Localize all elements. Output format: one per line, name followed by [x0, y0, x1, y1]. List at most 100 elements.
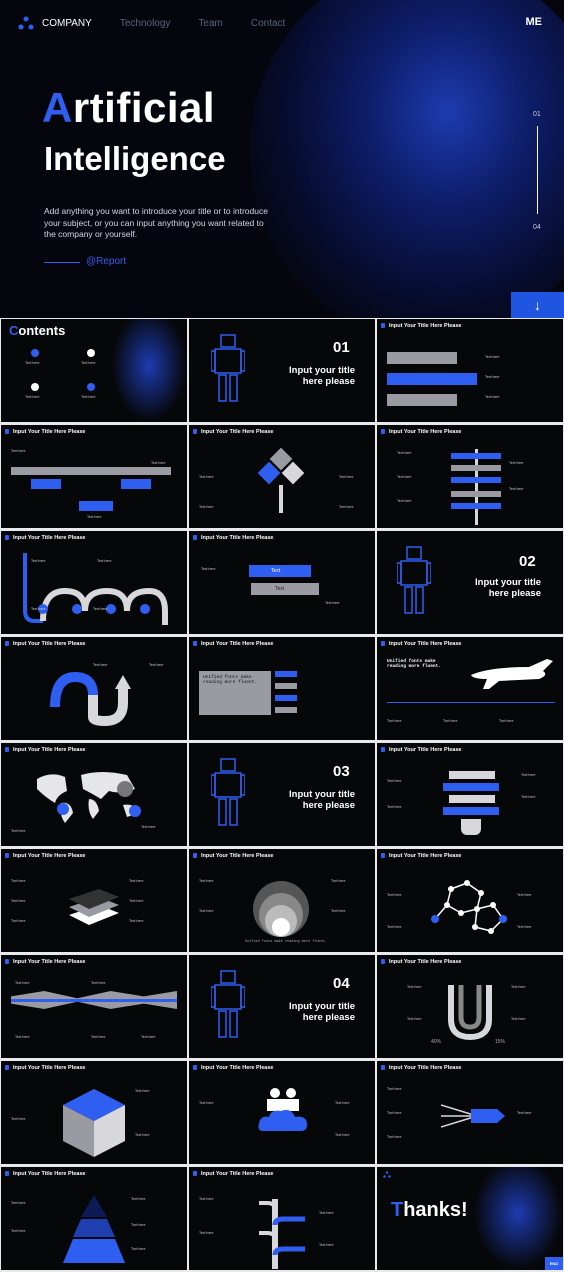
slide-section-01[interactable]: 01 Input your title here please [189, 319, 375, 422]
tab-4 [275, 707, 297, 713]
slide-u-shape[interactable]: Input Your Title Here Please 40% 15% Tex… [377, 955, 563, 1058]
slide-bulb-arrows[interactable]: Input Your Title Here Please Text here T… [377, 743, 563, 846]
contents-title: Contents [9, 323, 66, 338]
title-icon [381, 747, 385, 752]
sign-text-1: Text here [397, 451, 412, 455]
concentric-text-1: Text here [199, 879, 214, 883]
percent-left: 40% [431, 1039, 442, 1045]
u-text-3: Text here [511, 985, 526, 989]
nav-me[interactable]: ME [525, 16, 543, 28]
title-icon [193, 641, 197, 646]
slide-wave-path[interactable]: Input Your Title Here Please Text here T… [1, 531, 187, 634]
step-bar-2 [387, 373, 477, 385]
contents-icon-4 [87, 383, 95, 391]
title-icon [5, 641, 9, 646]
thanks-title: TThanks!hanks! [391, 1199, 468, 1222]
section-number: 01 [333, 339, 350, 356]
slide-arrow-steps[interactable]: Input Your Title Here Please Text here T… [377, 319, 563, 422]
u-shape-graphic [448, 985, 492, 1041]
contents-item-2: Text here [81, 361, 96, 365]
slide-pyramid[interactable]: Input Your Title Here Please Text here T… [1, 1167, 187, 1270]
bulb-arrow-1 [449, 771, 495, 779]
slide-curve-arrow[interactable]: Input Your Title Here Please Text here T… [1, 637, 187, 740]
timeline-text-4: Text here [91, 1035, 106, 1039]
scroll-down-button[interactable]: ↓ [511, 292, 564, 318]
bulb-arrow-3 [449, 795, 495, 803]
slide-section-04[interactable]: 04 Input your title here please [189, 955, 375, 1058]
company-logo-icon [18, 16, 34, 30]
wave-path-graphic [23, 553, 168, 625]
slide-title: Input Your Title Here Please [389, 747, 462, 753]
slide-branch-arrows[interactable]: Input Your Title Here Please Text here T… [189, 1167, 375, 1270]
slide-contents[interactable]: Contents Text here Text here Text here T… [1, 319, 187, 422]
u-text-4: Text here [511, 1017, 526, 1021]
map-text-1: Text here [11, 829, 26, 833]
molecule-text-1: Text here [387, 893, 402, 897]
slide-timeline[interactable]: Input Your Title Here Please Text here T… [1, 955, 187, 1058]
slide-section-02[interactable]: 02 Input your title here please [377, 531, 563, 634]
contents-item-4: Text here [81, 395, 96, 399]
page-start: 01 [533, 111, 541, 118]
slide-converging-arrows[interactable]: Input Your Title Here Please Text here T… [377, 1061, 563, 1164]
converge-text-2: Text here [387, 1111, 402, 1115]
thanks-rest: hanks! [403, 1199, 468, 1221]
slide-team-cloud[interactable]: Input Your Title Here Please Text here T… [189, 1061, 375, 1164]
sign-text-4: Text here [509, 461, 524, 465]
section-title: Input your title here please [475, 577, 541, 599]
slide-cube-social[interactable]: Input Your Title Here Please Text here T… [1, 1061, 187, 1164]
nav-contact[interactable]: Contact [250, 17, 286, 29]
layers-graphic [69, 889, 119, 925]
slide-code-box[interactable]: Input Your Title Here Please Unified fon… [189, 637, 375, 740]
slide-text-arrows[interactable]: Input Your Title Here Please Text Text T… [189, 531, 375, 634]
diamond-text-2: Text here [339, 475, 354, 479]
slide-diamonds[interactable]: Input Your Title Here Please Text here T… [189, 425, 375, 528]
sign-3 [451, 477, 501, 483]
slide-section-03[interactable]: 03 Input your title here please [189, 743, 375, 846]
title-icon [5, 1171, 9, 1176]
report-link[interactable]: @Report [86, 256, 127, 267]
title-icon [381, 1065, 385, 1070]
slide-concentric[interactable]: Input Your Title Here Please Unified fon… [189, 849, 375, 952]
slide-signpost[interactable]: Input Your Title Here Please Text here T… [377, 425, 563, 528]
slide-world-map[interactable]: Input Your Title Here Please Text here T… [1, 743, 187, 846]
bulb-text-4: Text here [521, 795, 536, 799]
step-bar-3 [387, 394, 457, 406]
nav-company[interactable]: COMPANY [42, 17, 92, 29]
timeline-text-5: Text here [141, 1035, 156, 1039]
concentric-caption: Unified fonts make reading more fluent. [245, 940, 327, 944]
contents-item-3: Text here [25, 395, 40, 399]
contents-icon-2 [87, 349, 95, 357]
slide-title: Input Your Title Here Please [13, 747, 86, 753]
wave-text-3: Text here [31, 607, 46, 611]
company-logo-icon [383, 1171, 391, 1178]
robot-icon [211, 758, 245, 826]
pyramid-text-5: Text here [131, 1247, 146, 1251]
nav-technology[interactable]: Technology [119, 17, 171, 29]
slide-title: Input Your Title Here Please [201, 1065, 274, 1071]
sign-4 [451, 491, 501, 497]
layer-text-4: Text here [129, 879, 144, 883]
diamond-text-3: Text here [199, 505, 214, 509]
arrow-label-gray: Text [251, 583, 319, 595]
pyramid-text-3: Text here [131, 1197, 146, 1201]
hero-description: Add anything you want to introduce your … [44, 206, 268, 239]
title-icon [193, 1065, 197, 1070]
slide-stacked-layers[interactable]: Input Your Title Here Please Text here T… [1, 849, 187, 952]
slide-title: Input Your Title Here Please [13, 429, 86, 435]
section-number: 04 [333, 975, 350, 992]
cloud-text-1: Text here [199, 1101, 214, 1105]
slide-title: Input Your Title Here Please [201, 641, 274, 647]
page-indicator-line [537, 126, 538, 214]
branch-text-1: Text here [199, 1197, 214, 1201]
slide-zigzag[interactable]: Input Your Title Here Please Text here T… [1, 425, 187, 528]
slide-thanks[interactable]: TThanks!hanks! END [377, 1167, 563, 1270]
branch-text-4: Text here [319, 1243, 334, 1247]
u-text-1: Text here [407, 985, 422, 989]
timeline-text-3: Text here [15, 1035, 30, 1039]
slide-molecule[interactable]: Input Your Title Here Please Text here T… [377, 849, 563, 952]
nav-team[interactable]: Team [198, 17, 223, 29]
u-text-2: Text here [407, 1017, 422, 1021]
slide-title: Input Your Title Here Please [13, 1065, 86, 1071]
end-button[interactable]: END [545, 1257, 563, 1270]
slide-airplane[interactable]: Input Your Title Here Please Unified fon… [377, 637, 563, 740]
